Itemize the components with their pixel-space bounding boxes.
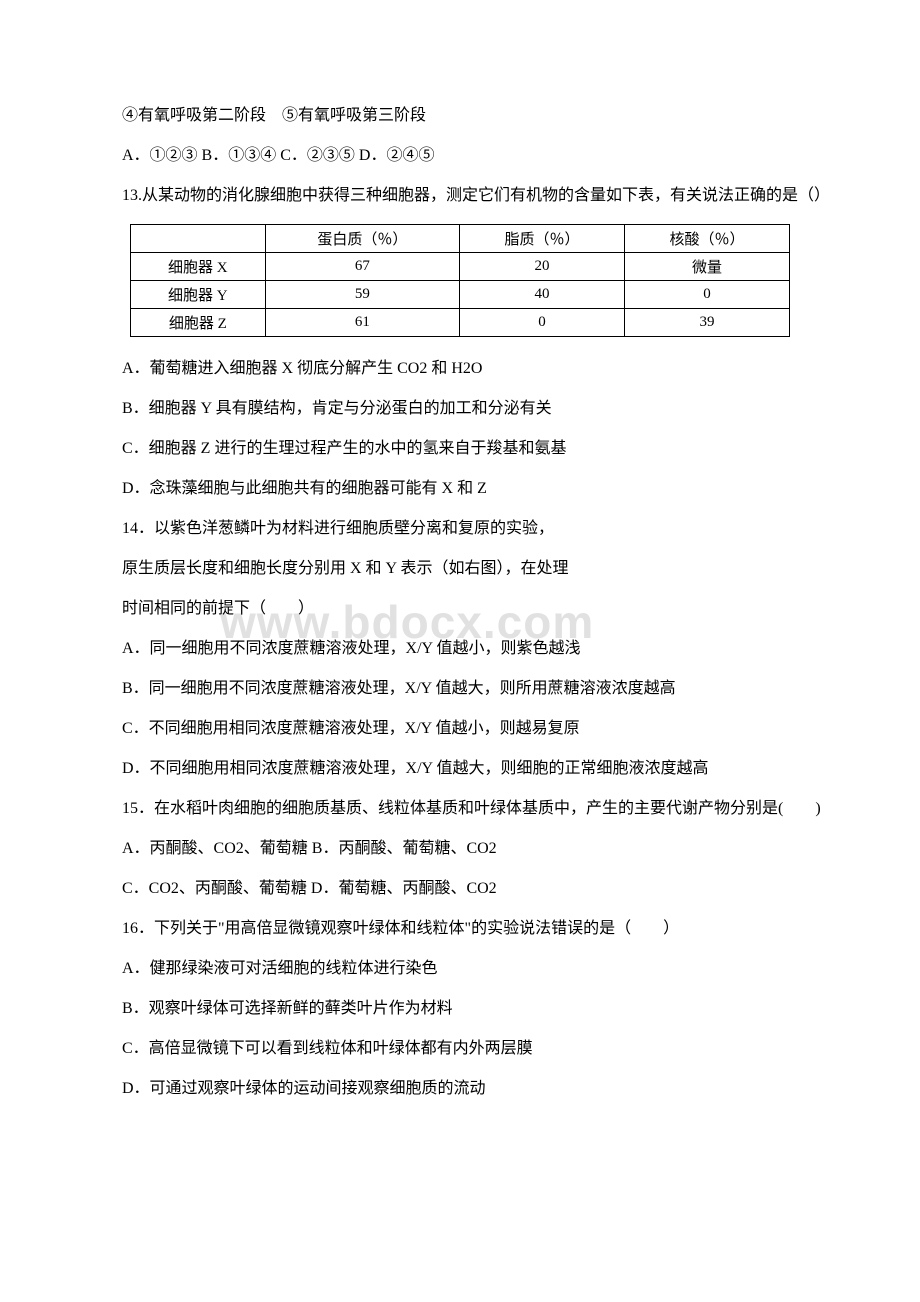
table-header-cell: 蛋白质（％） bbox=[265, 225, 459, 253]
q14-stem-line3: 时间相同的前提下（ ） bbox=[90, 593, 830, 625]
q14-option-a: A．同一细胞用不同浓度蔗糖溶液处理，X/Y 值越小，则紫色越浅 bbox=[90, 633, 830, 665]
q13-option-c: C．细胞器 Z 进行的生理过程产生的水中的氢来自于羧基和氨基 bbox=[90, 433, 830, 465]
q13-table: 蛋白质（％） 脂质（％） 核酸（％） 细胞器 X 67 20 微量 细胞器 Y … bbox=[130, 224, 790, 337]
q13-option-d: D．念珠藻细胞与此细胞共有的细胞器可能有 X 和 Z bbox=[90, 473, 830, 505]
table-cell: 39 bbox=[625, 309, 790, 337]
table-row: 细胞器 Z 61 0 39 bbox=[131, 309, 790, 337]
table-row: 细胞器 X 67 20 微量 bbox=[131, 253, 790, 281]
q13-option-b: B．细胞器 Y 具有膜结构，肯定与分泌蛋白的加工和分泌有关 bbox=[90, 393, 830, 425]
q13-option-a: A．葡萄糖进入细胞器 X 彻底分解产生 CO2 和 H2O bbox=[90, 353, 830, 385]
q14-stem-line1: 14．以紫色洋葱鳞叶为材料进行细胞质壁分离和复原的实验， bbox=[90, 513, 830, 545]
table-cell: 0 bbox=[460, 309, 625, 337]
table-header-cell bbox=[131, 225, 266, 253]
q14-option-c: C．不同细胞用相同浓度蔗糖溶液处理，X/Y 值越小，则越易复原 bbox=[90, 713, 830, 745]
q16-option-b: B．观察叶绿体可选择新鲜的藓类叶片作为材料 bbox=[90, 993, 830, 1025]
table-cell: 细胞器 X bbox=[131, 253, 266, 281]
q16-option-d: D．可通过观察叶绿体的运动间接观察细胞质的流动 bbox=[90, 1073, 830, 1105]
table-cell: 20 bbox=[460, 253, 625, 281]
table-cell: 61 bbox=[265, 309, 459, 337]
q14-option-d: D．不同细胞用相同浓度蔗糖溶液处理，X/Y 值越大，则细胞的正常细胞液浓度越高 bbox=[90, 753, 830, 785]
q14-option-b: B．同一细胞用不同浓度蔗糖溶液处理，X/Y 值越大，则所用蔗糖溶液浓度越高 bbox=[90, 673, 830, 705]
q16-option-a: A．健那绿染液可对活细胞的线粒体进行染色 bbox=[90, 953, 830, 985]
q16-stem: 16．下列关于"用高倍显微镜观察叶绿体和线粒体"的实验说法错误的是（ ） bbox=[90, 913, 830, 945]
q14-stem-line2: 原生质层长度和细胞长度分别用 X 和 Y 表示（如右图），在处理 bbox=[90, 553, 830, 585]
table-cell: 67 bbox=[265, 253, 459, 281]
q16-option-c: C．高倍显微镜下可以看到线粒体和叶绿体都有内外两层膜 bbox=[90, 1033, 830, 1065]
table-cell: 40 bbox=[460, 281, 625, 309]
table-cell: 0 bbox=[625, 281, 790, 309]
q15-options-cd: C．CO2、丙酮酸、葡萄糖 D．葡萄糖、丙酮酸、CO2 bbox=[90, 873, 830, 905]
table-cell: 59 bbox=[265, 281, 459, 309]
q15-options-ab: A．丙酮酸、CO2、葡萄糖 B．丙酮酸、葡萄糖、CO2 bbox=[90, 833, 830, 865]
q13-stem: 13.从某动物的消化腺细胞中获得三种细胞器，测定它们有机物的含量如下表，有关说法… bbox=[90, 180, 830, 212]
table-header-cell: 脂质（％） bbox=[460, 225, 625, 253]
document-content: ④有氧呼吸第二阶段 ⑤有氧呼吸第三阶段 A．①②③ B．①③④ C．②③⑤ D．… bbox=[90, 100, 830, 1105]
q13-table-container: 蛋白质（％） 脂质（％） 核酸（％） 细胞器 X 67 20 微量 细胞器 Y … bbox=[130, 224, 790, 337]
q12-options: A．①②③ B．①③④ C．②③⑤ D．②④⑤ bbox=[90, 140, 830, 172]
table-row: 细胞器 Y 59 40 0 bbox=[131, 281, 790, 309]
table-header-row: 蛋白质（％） 脂质（％） 核酸（％） bbox=[131, 225, 790, 253]
table-cell: 细胞器 Y bbox=[131, 281, 266, 309]
q12-continuation: ④有氧呼吸第二阶段 ⑤有氧呼吸第三阶段 bbox=[90, 100, 830, 132]
table-header-cell: 核酸（％） bbox=[625, 225, 790, 253]
table-cell: 微量 bbox=[625, 253, 790, 281]
table-cell: 细胞器 Z bbox=[131, 309, 266, 337]
q15-stem: 15．在水稻叶肉细胞的细胞质基质、线粒体基质和叶绿体基质中，产生的主要代谢产物分… bbox=[90, 793, 830, 825]
